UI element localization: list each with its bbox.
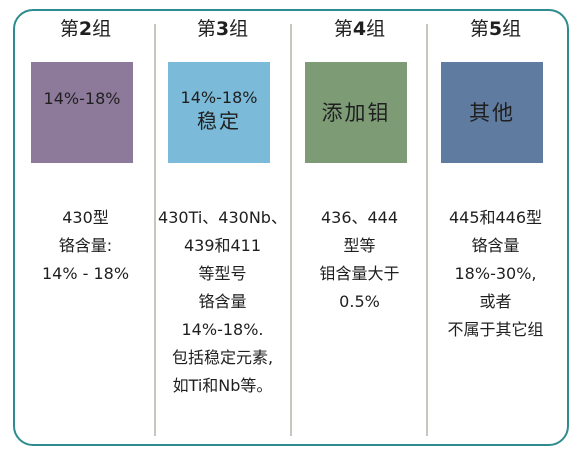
group-heading: 第5组 [428,16,563,42]
group-description: 445和446型 铬含量 18%-30%, 或者 不属于其它组 [428,204,563,344]
desc-line: 铬含量: [58,236,113,255]
desc-line: 14% - 18% [41,264,130,283]
heading-suffix: 组 [502,18,522,40]
column-divider [154,24,156,436]
desc-line: 如Ti和Nb等。 [172,376,273,395]
swatch-label: 其他 [469,101,515,125]
heading-number: 5 [488,18,503,40]
desc-line: 430Ti、430Nb、 [158,208,287,227]
color-swatch: 其他 [441,62,543,163]
heading-suffix: 组 [92,18,112,40]
desc-line: 型等 [343,236,376,255]
group-description: 436、444 型等 钼含量大于 0.5% [292,204,427,316]
column-divider [426,24,428,436]
heading-number: 2 [78,18,93,40]
desc-line: 包括稳定元素, [171,348,274,367]
group-column-2: 第2组 14%-18% 430型 铬含量: 14% - 18% [18,16,153,436]
group-column-3: 第3组 14%-18% 稳定 430Ti、430Nb、 439和411 等型号 … [155,16,290,436]
desc-line: 铬含量 [471,236,520,255]
swatch-sublabel: 稳定 [197,109,241,133]
desc-line: 0.5% [339,292,380,311]
group-description: 430Ti、430Nb、 439和411 等型号 铬含量 14%-18%. 包括… [155,204,290,400]
desc-line: 或者 [479,292,512,311]
swatch-label: 添加钼 [321,101,391,125]
desc-line: 14%-18%. [181,320,264,339]
desc-line: 等型号 [198,264,247,283]
group-heading: 第4组 [292,16,427,42]
heading-prefix: 第 [196,18,216,40]
color-swatch: 14%-18% 稳定 [168,62,270,163]
swatch-label: 14%-18% [180,88,258,107]
group-heading: 第3组 [155,16,290,42]
swatch-label: 14%-18% [43,89,121,108]
desc-line: 铬含量 [198,292,247,311]
heading-prefix: 第 [59,18,79,40]
group-description: 430型 铬含量: 14% - 18% [18,204,153,288]
color-swatch: 添加钼 [305,62,407,163]
column-divider [290,24,292,436]
color-swatch: 14%-18% [31,62,133,163]
group-heading: 第2组 [18,16,153,42]
desc-line: 445和446型 [448,208,543,227]
group-column-4: 第4组 添加钼 436、444 型等 钼含量大于 0.5% [292,16,427,436]
heading-suffix: 组 [229,18,249,40]
desc-line: 439和411 [183,236,262,255]
desc-line: 436、444 [320,208,399,227]
desc-line: 不属于其它组 [447,320,544,339]
heading-prefix: 第 [333,18,353,40]
desc-line: 钼含量大于 [319,264,400,283]
heading-number: 4 [352,18,367,40]
desc-line: 18%-30%, [454,264,537,283]
group-column-5: 第5组 其他 445和446型 铬含量 18%-30%, 或者 不属于其它组 [428,16,563,436]
desc-line: 430型 [62,208,109,227]
heading-number: 3 [215,18,230,40]
heading-suffix: 组 [366,18,386,40]
heading-prefix: 第 [469,18,489,40]
